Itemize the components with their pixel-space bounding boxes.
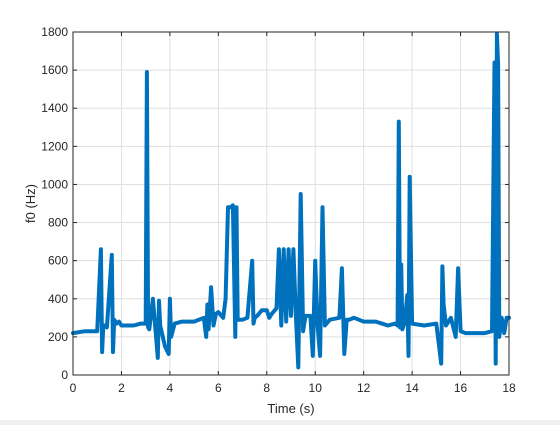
x-tick-label: 16 — [454, 381, 468, 395]
y-tick-label: 400 — [48, 292, 68, 306]
x-tick-labels: 0 2 4 6 8 10 12 14 16 18 — [70, 381, 516, 395]
y-axis-label: f0 (Hz) — [23, 184, 38, 223]
x-axis-label: Time (s) — [267, 401, 314, 416]
f0-series-line — [71, 31, 511, 370]
y-tick-label: 1400 — [41, 101, 68, 115]
x-tick-label: 18 — [502, 381, 516, 395]
x-tick-label: 12 — [357, 381, 371, 395]
y-tick-labels: 0 200 400 600 800 1000 1200 1400 1600 1800 — [41, 25, 68, 382]
axes-box — [72, 31, 510, 376]
x-tick-label: 10 — [309, 381, 323, 395]
x-tick-label: 6 — [215, 381, 222, 395]
tick-marks — [72, 31, 510, 376]
y-tick-label: 800 — [48, 216, 68, 230]
x-tick-label: 0 — [70, 381, 77, 395]
y-tick-label: 1000 — [41, 177, 68, 191]
x-tick-label: 8 — [263, 381, 270, 395]
x-tick-label: 14 — [405, 381, 419, 395]
y-tick-label: 1600 — [41, 63, 68, 77]
y-tick-label: 0 — [61, 368, 68, 382]
y-tick-label: 600 — [48, 254, 68, 268]
x-tick-label: 4 — [167, 381, 174, 395]
y-tick-label: 1800 — [41, 25, 68, 39]
series-layer — [71, 31, 511, 370]
y-tick-label: 1200 — [41, 139, 68, 153]
x-tick-label: 2 — [118, 381, 125, 395]
y-tick-label: 200 — [48, 330, 68, 344]
